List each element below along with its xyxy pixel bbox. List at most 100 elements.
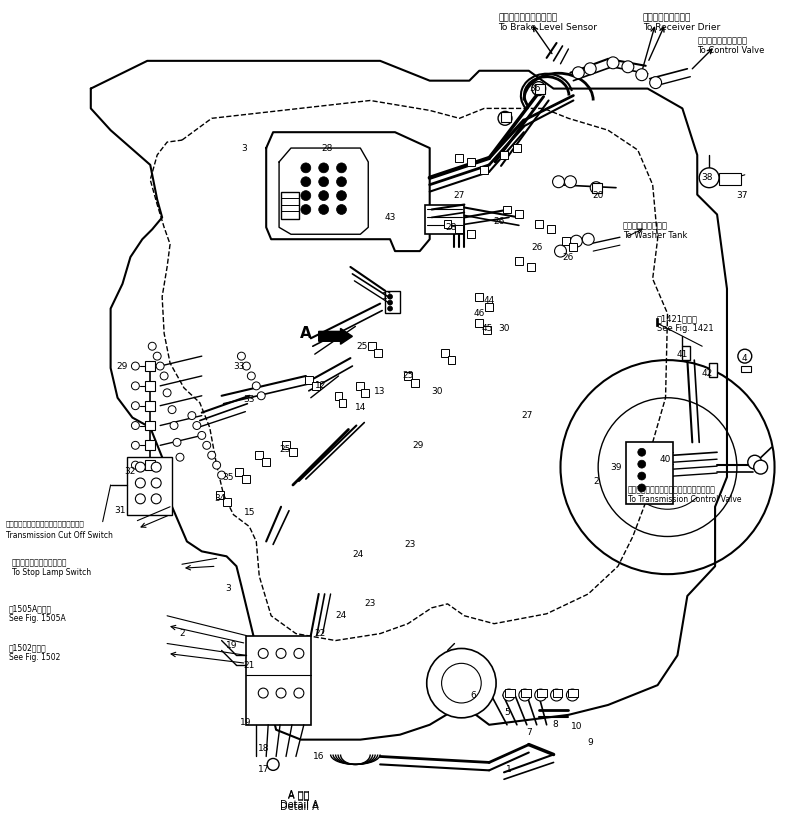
Bar: [255, 452, 263, 459]
Bar: [447, 356, 455, 364]
Circle shape: [319, 177, 328, 187]
Circle shape: [319, 191, 328, 200]
Circle shape: [336, 163, 347, 173]
Bar: [145, 460, 155, 470]
Bar: [553, 689, 562, 697]
Text: コントロールバルブへ: コントロールバルブへ: [697, 36, 747, 45]
Bar: [534, 84, 545, 94]
Circle shape: [188, 412, 196, 420]
Circle shape: [590, 182, 602, 194]
Bar: [562, 237, 570, 245]
Text: To Stop Lamp Switch: To Stop Lamp Switch: [12, 568, 90, 577]
Circle shape: [132, 461, 140, 469]
Circle shape: [160, 372, 168, 380]
Circle shape: [132, 442, 140, 449]
Circle shape: [153, 352, 161, 360]
Bar: [455, 154, 463, 162]
Text: 9: 9: [588, 738, 593, 747]
Bar: [592, 183, 602, 192]
Text: See Fig. 1505A: See Fig. 1505A: [9, 614, 65, 623]
Bar: [569, 243, 577, 251]
Circle shape: [748, 456, 761, 469]
Text: Detail A: Detail A: [279, 800, 318, 810]
Circle shape: [168, 406, 176, 414]
Text: 37: 37: [736, 191, 748, 200]
Text: 3: 3: [226, 584, 232, 593]
Text: 39: 39: [611, 463, 622, 472]
Circle shape: [561, 360, 775, 574]
Bar: [683, 346, 691, 360]
Bar: [223, 498, 231, 506]
Circle shape: [151, 478, 161, 488]
Text: 23: 23: [365, 599, 376, 608]
Circle shape: [498, 112, 512, 126]
Bar: [282, 442, 290, 449]
Bar: [443, 220, 451, 228]
Text: To Receiver Drier: To Receiver Drier: [643, 23, 720, 32]
Text: 25: 25: [357, 341, 368, 350]
Circle shape: [132, 421, 140, 430]
Bar: [741, 366, 751, 372]
Circle shape: [301, 177, 311, 187]
Bar: [145, 381, 155, 391]
Text: 第1505A図参照: 第1505A図参照: [9, 604, 52, 613]
Circle shape: [336, 177, 347, 187]
Bar: [515, 210, 523, 218]
Circle shape: [427, 649, 496, 718]
Bar: [569, 689, 578, 697]
Text: 27: 27: [521, 411, 532, 420]
Circle shape: [570, 236, 582, 247]
Bar: [537, 689, 546, 697]
Circle shape: [534, 689, 546, 701]
Bar: [145, 440, 155, 450]
Circle shape: [243, 362, 251, 370]
Circle shape: [737, 349, 752, 363]
Bar: [312, 382, 320, 390]
Text: 36: 36: [529, 84, 541, 93]
Circle shape: [173, 438, 181, 447]
Text: 45: 45: [481, 324, 493, 333]
Text: 25: 25: [402, 372, 414, 381]
Text: 15: 15: [243, 509, 255, 518]
Bar: [515, 257, 523, 265]
Text: A 詳細: A 詳細: [288, 789, 309, 800]
Bar: [385, 291, 400, 312]
Circle shape: [638, 484, 646, 492]
Text: 38: 38: [701, 174, 713, 183]
Text: 35: 35: [222, 473, 233, 482]
Bar: [289, 448, 297, 456]
Bar: [534, 220, 542, 228]
Circle shape: [607, 57, 619, 68]
Text: 20: 20: [592, 191, 603, 200]
Text: 27: 27: [454, 191, 465, 200]
Bar: [411, 379, 419, 387]
Bar: [145, 421, 155, 430]
Circle shape: [598, 398, 737, 536]
Text: 25: 25: [279, 445, 291, 454]
Bar: [362, 389, 370, 397]
Text: 33: 33: [243, 395, 255, 404]
Circle shape: [247, 372, 255, 380]
Circle shape: [136, 494, 145, 504]
Circle shape: [259, 649, 268, 659]
Text: 40: 40: [660, 455, 671, 464]
Circle shape: [132, 402, 140, 410]
Bar: [527, 263, 534, 271]
Text: A: A: [300, 327, 312, 341]
Text: 19: 19: [226, 641, 237, 650]
Circle shape: [151, 462, 161, 472]
Text: 31: 31: [115, 506, 126, 515]
Bar: [481, 166, 488, 174]
Bar: [262, 458, 270, 466]
Bar: [374, 349, 382, 357]
Bar: [281, 192, 299, 219]
Bar: [626, 443, 673, 504]
Text: 43: 43: [385, 213, 396, 222]
Bar: [356, 382, 364, 390]
Circle shape: [176, 453, 184, 461]
Circle shape: [319, 163, 328, 173]
Text: 11: 11: [382, 293, 394, 302]
Text: 26: 26: [493, 217, 505, 226]
Bar: [709, 363, 717, 377]
Bar: [485, 302, 493, 311]
